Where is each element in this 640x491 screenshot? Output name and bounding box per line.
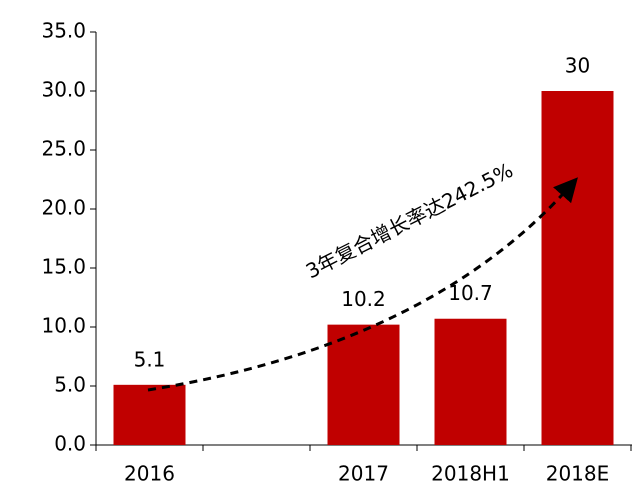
y-tick-label: 10.0 [41,314,86,338]
value-label: 10.2 [341,287,386,311]
trend-arrow [147,177,578,392]
value-label: 5.1 [134,347,166,371]
y-tick-label: 25.0 [41,137,86,161]
value-label: 10.7 [448,281,493,305]
bar [327,324,400,445]
y-tick-label: 30.0 [41,78,86,102]
value-label: 30 [565,54,590,78]
y-tick-label: 35.0 [41,19,86,43]
y-tick-label: 15.0 [41,255,86,279]
y-tick-label: 20.0 [41,196,86,220]
bar [113,384,186,445]
bar [541,91,614,445]
annotation: 3年复合增长率达242.5% [302,158,517,283]
y-tick-label: 0.0 [54,432,86,456]
x-tick-label: 2017 [338,462,389,486]
bar [434,318,507,445]
x-tick-label: 2016 [124,462,175,486]
x-tick-label: 2018E [546,462,610,486]
x-tick-label: 2018H1 [431,462,510,486]
y-tick-label: 5.0 [54,373,86,397]
